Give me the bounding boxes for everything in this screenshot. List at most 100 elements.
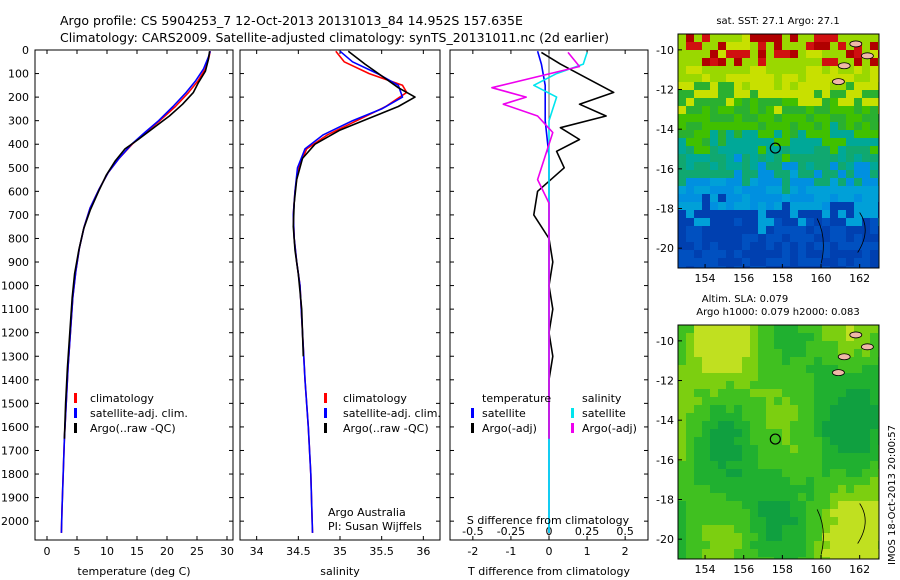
map-cell: [678, 170, 687, 179]
map-cell: [822, 365, 831, 374]
map-cell: [838, 349, 847, 358]
map-cell: [694, 50, 703, 59]
map-cell: [838, 74, 847, 83]
map-cell: [862, 42, 871, 51]
map-cell: [686, 74, 695, 83]
map-cell: [686, 517, 695, 526]
map-cell: [830, 325, 839, 334]
map-cell: [742, 146, 751, 155]
map-cell: [806, 146, 815, 155]
map-cell: [806, 453, 815, 462]
map-cell: [702, 146, 711, 155]
map-cell: [774, 266, 783, 268]
map-cell: [758, 202, 767, 211]
map-cell: [814, 405, 823, 414]
map-cell: [726, 202, 735, 211]
x-tick-label: 36: [416, 545, 430, 558]
map-cell: [798, 557, 807, 559]
map-cell: [870, 485, 879, 494]
map-cell: [686, 405, 695, 414]
map-cell: [790, 509, 799, 518]
map-cell: [742, 461, 751, 470]
map-cell: [750, 389, 759, 398]
map-cell: [862, 170, 871, 179]
map-cell: [790, 549, 799, 558]
x-tick-label: 1: [584, 545, 591, 558]
map-cell: [798, 50, 807, 59]
series-line: [60, 50, 211, 533]
map-cell: [678, 445, 687, 454]
map-cell: [710, 517, 719, 526]
map-cell: [678, 429, 687, 438]
map-cell: [686, 445, 695, 454]
map-cell: [854, 469, 863, 478]
map-cell: [710, 445, 719, 454]
map-cell: [734, 186, 743, 195]
map-cell: [734, 461, 743, 470]
map-cell: [702, 397, 711, 406]
map-cell: [830, 389, 839, 398]
map-cell: [798, 445, 807, 454]
map-cell: [806, 397, 815, 406]
map-cell: [798, 82, 807, 91]
map-cell: [798, 42, 807, 51]
map-cell: [822, 138, 831, 147]
map-cell: [718, 333, 727, 342]
map-cell: [870, 42, 879, 51]
map-cell: [798, 242, 807, 251]
map-cell: [862, 210, 871, 219]
map-cell: [710, 461, 719, 470]
map-cell: [870, 178, 879, 187]
map-cell: [758, 493, 767, 502]
map-cell: [678, 66, 687, 75]
top-tick-label: -0.5: [462, 525, 483, 538]
map-cell: [838, 122, 847, 131]
map-cell: [678, 453, 687, 462]
map-cell: [702, 42, 711, 51]
map-cell: [750, 469, 759, 478]
map-cell: [862, 365, 871, 374]
map-cell: [734, 114, 743, 123]
map-cell: [854, 178, 863, 187]
x-tick-label: 30: [220, 545, 234, 558]
map-cell: [870, 234, 879, 243]
map-cell: [718, 549, 727, 558]
map-cell: [758, 162, 767, 171]
map-cell: [766, 50, 775, 59]
map-cell: [726, 373, 735, 382]
map-cell: [870, 421, 879, 430]
map-cell: [822, 453, 831, 462]
map-cell: [774, 90, 783, 99]
map-cell: [686, 501, 695, 510]
map-cell: [694, 501, 703, 510]
map-cell: [686, 469, 695, 478]
map-cell: [710, 234, 719, 243]
legend-header-salinity: salinity: [582, 392, 622, 405]
island-shape: [832, 369, 845, 376]
map-cell: [798, 533, 807, 542]
map-cell: [830, 34, 839, 43]
map-cell: [814, 421, 823, 430]
map-cell: [694, 453, 703, 462]
map-cell: [862, 413, 871, 422]
map-cell: [694, 365, 703, 374]
map-cell: [742, 178, 751, 187]
map-cell: [750, 421, 759, 430]
map-cell: [718, 373, 727, 382]
map-cell: [766, 501, 775, 510]
map-cell: [838, 333, 847, 342]
map-cell: [870, 517, 879, 526]
map-cell: [870, 381, 879, 390]
map-cell: [750, 266, 759, 268]
map-cell: [734, 146, 743, 155]
map-cell: [814, 429, 823, 438]
map-cell: [830, 533, 839, 542]
map-x-tick-label: 160: [811, 272, 832, 285]
map-cell: [686, 186, 695, 195]
map-cell: [678, 178, 687, 187]
map-cell: [726, 453, 735, 462]
map-cell: [838, 226, 847, 235]
map-cell: [758, 461, 767, 470]
map-cell: [854, 170, 863, 179]
